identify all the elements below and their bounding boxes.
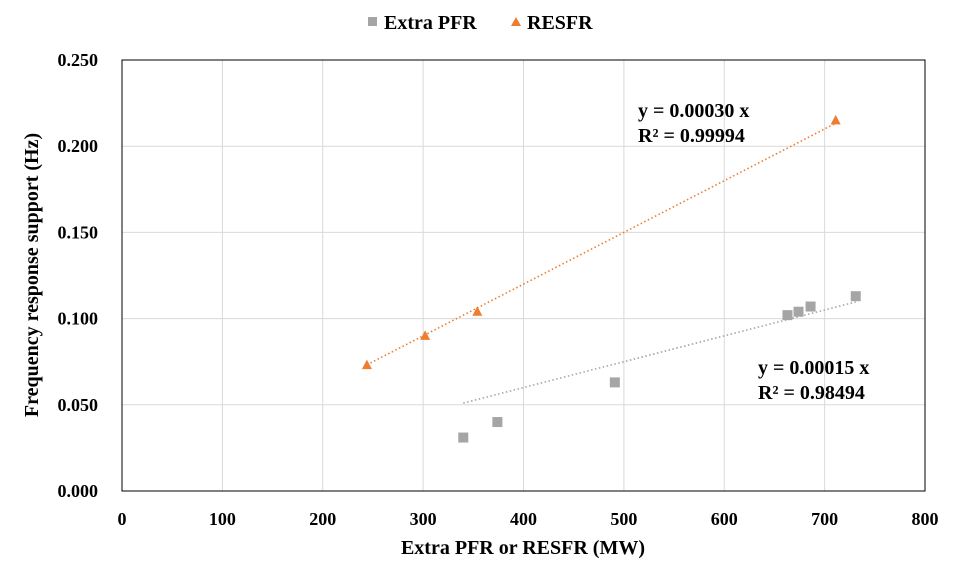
legend-marker-resfr bbox=[511, 17, 521, 26]
x-tick-label: 700 bbox=[811, 509, 838, 529]
data-point bbox=[609, 377, 620, 388]
extra-pfr-trend-r2: R² = 0.98494 bbox=[758, 382, 865, 404]
resfr-trend-r2: R² = 0.99994 bbox=[638, 125, 745, 147]
x-tick-label: 500 bbox=[610, 509, 637, 529]
x-tick-label: 200 bbox=[309, 509, 336, 529]
y-axis-title: Frequency response support (Hz) bbox=[21, 133, 43, 417]
legend-marker-extra-pfr bbox=[368, 17, 377, 26]
data-point bbox=[793, 306, 804, 317]
legend-label-resfr: RESFR bbox=[527, 12, 593, 34]
data-point bbox=[850, 291, 861, 302]
y-tick-label: 0.050 bbox=[58, 395, 99, 415]
trendline bbox=[366, 122, 837, 366]
legend-label-extra-pfr: Extra PFR bbox=[384, 12, 477, 34]
extra-pfr-trend-equation: y = 0.00015 x bbox=[758, 357, 869, 379]
y-tick-label: 0.200 bbox=[58, 136, 99, 156]
x-tick-label: 0 bbox=[118, 509, 127, 529]
x-tick-label: 100 bbox=[209, 509, 236, 529]
data-point bbox=[492, 417, 503, 428]
x-axis-title: Extra PFR or RESFR (MW) bbox=[401, 537, 645, 559]
data-point bbox=[782, 310, 793, 321]
x-tick-label: 300 bbox=[410, 509, 437, 529]
data-point bbox=[361, 359, 372, 370]
data-point bbox=[830, 114, 841, 125]
legend: Extra PFR RESFR bbox=[368, 12, 593, 34]
x-tick-label: 400 bbox=[510, 509, 537, 529]
x-tick-label: 800 bbox=[912, 509, 939, 529]
plot-area-border bbox=[121, 59, 926, 492]
y-tick-label: 0.150 bbox=[58, 222, 99, 242]
data-point bbox=[458, 432, 469, 443]
data-point bbox=[805, 301, 816, 312]
data-point bbox=[472, 306, 483, 316]
data-points bbox=[361, 114, 861, 443]
data-point bbox=[420, 330, 431, 340]
y-tick-label: 0.100 bbox=[58, 309, 99, 329]
y-tick-label: 0.250 bbox=[58, 50, 99, 70]
tick-labels: 0 100 200 300 400 500 600 700 800 0.000 0.050 0.100… bbox=[58, 50, 939, 529]
gridlines bbox=[122, 60, 925, 491]
x-tick-label: 600 bbox=[711, 509, 738, 529]
resfr-trend-equation: y = 0.00030 x bbox=[638, 100, 749, 122]
y-tick-label: 0.000 bbox=[58, 481, 99, 501]
